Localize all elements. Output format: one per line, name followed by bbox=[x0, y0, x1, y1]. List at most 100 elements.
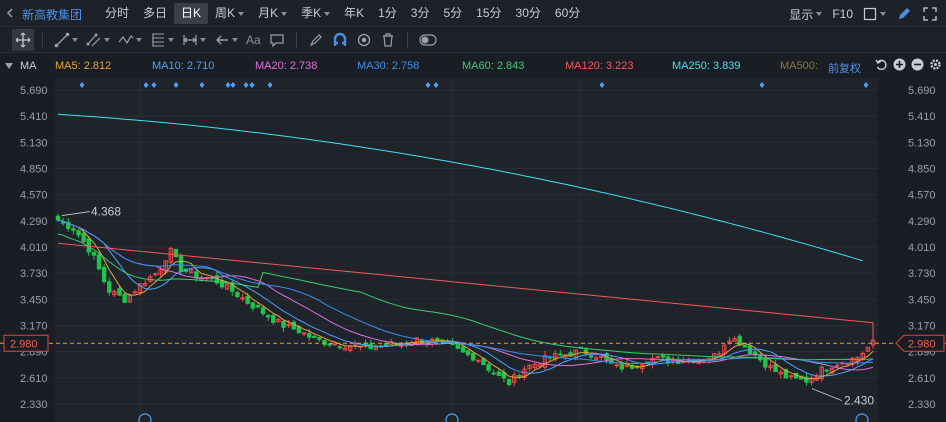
event-marker[interactable] bbox=[433, 82, 439, 88]
undo-icon[interactable] bbox=[875, 58, 888, 71]
display-label: 显示 bbox=[789, 7, 814, 22]
y-tick-label-right: 5.130 bbox=[908, 137, 936, 149]
candle-body bbox=[137, 283, 143, 294]
event-icon[interactable] bbox=[445, 413, 459, 422]
high-marker-line bbox=[61, 211, 91, 216]
period-tab[interactable]: 多日 bbox=[143, 6, 168, 20]
current-price-tag-right bbox=[895, 334, 945, 352]
line-icon bbox=[54, 32, 70, 47]
event-marker[interactable] bbox=[143, 82, 149, 88]
candle-body bbox=[240, 297, 245, 300]
y-tick-label-right: 2.610 bbox=[908, 373, 936, 385]
event-marker[interactable] bbox=[599, 82, 605, 88]
event-marker[interactable] bbox=[151, 82, 157, 88]
wave-tool[interactable] bbox=[115, 29, 145, 51]
caret-down-icon bbox=[816, 12, 823, 16]
collapse-icon[interactable] bbox=[5, 8, 15, 18]
period-tab[interactable]: 30分 bbox=[515, 6, 541, 20]
period-tab[interactable]: 日K bbox=[174, 3, 209, 24]
chart-style-menu[interactable] bbox=[863, 7, 886, 21]
candle-body bbox=[96, 254, 102, 270]
text-tool[interactable]: Aa bbox=[246, 32, 261, 47]
ma-legend-item[interactable]: MA60: 2.843 bbox=[462, 60, 525, 72]
ma-legend-item[interactable]: MA30: 2.758 bbox=[357, 60, 420, 72]
period-tab[interactable]: 周K bbox=[208, 3, 251, 24]
pen-icon[interactable] bbox=[896, 6, 912, 22]
period-tab[interactable]: 5分 bbox=[443, 6, 463, 20]
ma-legend-item[interactable]: MA20: 2.738 bbox=[255, 60, 318, 72]
period-tabs: 分时 多日 日K 周K 月K 季K 年K 1分 3分 5分 15分 30分 60分 bbox=[98, 3, 587, 24]
remove-icon[interactable] bbox=[911, 58, 924, 71]
expand-icon[interactable] bbox=[922, 6, 938, 22]
kline-chart[interactable]: 5.690 5.690 5.410 5.410 5.130 5.130 4.850 4.850… bbox=[0, 78, 946, 422]
eraser-tool[interactable] bbox=[305, 29, 327, 51]
event-marker[interactable] bbox=[225, 82, 231, 88]
candle-body bbox=[76, 230, 81, 236]
event-marker[interactable] bbox=[863, 82, 869, 88]
period-tab[interactable]: 月K bbox=[251, 3, 294, 24]
ma-legend-item[interactable]: MA250: 3.839 bbox=[672, 60, 741, 72]
ma-legend-item[interactable]: MA10: 2.710 bbox=[152, 60, 215, 72]
ma-legend-item[interactable]: MA500: bbox=[780, 60, 818, 72]
period-tab[interactable]: 季K bbox=[294, 3, 337, 24]
event-marker[interactable] bbox=[759, 82, 765, 88]
crosshair-move-tool[interactable] bbox=[12, 28, 34, 51]
event-marker[interactable] bbox=[249, 82, 255, 88]
delete-tool[interactable] bbox=[377, 29, 399, 51]
candle-body bbox=[301, 332, 307, 335]
event-icon[interactable] bbox=[138, 413, 152, 422]
collapse-triangle-icon[interactable] bbox=[5, 63, 13, 69]
ma-line-ma5 bbox=[57, 219, 874, 380]
magnet-tool[interactable] bbox=[329, 29, 351, 51]
arrow-tool[interactable] bbox=[211, 29, 241, 51]
ma-legend-item[interactable]: MA120: 3.223 bbox=[565, 60, 634, 72]
candle-body bbox=[496, 371, 502, 376]
candle-body bbox=[732, 338, 737, 342]
separator bbox=[42, 31, 43, 48]
event-marker[interactable] bbox=[243, 82, 249, 88]
candle-body bbox=[112, 290, 117, 296]
trash-icon bbox=[382, 32, 393, 47]
period-tab[interactable]: 分时 bbox=[105, 6, 130, 20]
note-tool[interactable] bbox=[266, 29, 288, 51]
y-tick-label-right: 4.850 bbox=[908, 164, 936, 176]
candle-body bbox=[717, 353, 722, 357]
period-tab[interactable]: 3分 bbox=[410, 6, 430, 20]
visibility-tool[interactable] bbox=[353, 29, 375, 51]
y-tick-label-left: 5.410 bbox=[20, 111, 48, 123]
ma-legend-item[interactable]: MA5: 2.812 bbox=[55, 60, 112, 72]
fibonacci-tool[interactable] bbox=[147, 29, 177, 51]
event-icon[interactable] bbox=[855, 413, 869, 422]
line-tool[interactable] bbox=[51, 29, 81, 51]
candle-body bbox=[235, 292, 240, 298]
candle-body bbox=[660, 354, 666, 358]
candle-body bbox=[522, 368, 527, 378]
f10-button[interactable]: F10 bbox=[832, 7, 853, 21]
stock-name[interactable]: 新高教集团 bbox=[22, 8, 83, 22]
period-tab[interactable]: 60分 bbox=[554, 6, 581, 20]
adjust-mode-label[interactable]: 前复权 bbox=[828, 63, 861, 75]
event-marker[interactable] bbox=[199, 82, 205, 88]
channel-tool[interactable] bbox=[83, 29, 113, 51]
event-marker[interactable] bbox=[79, 82, 85, 88]
period-tab[interactable]: 年K bbox=[344, 6, 365, 20]
event-marker[interactable] bbox=[230, 82, 236, 88]
event-marker[interactable] bbox=[267, 82, 273, 88]
toggle-drawings[interactable] bbox=[416, 29, 440, 51]
magnet-icon bbox=[333, 32, 346, 46]
caret-down-icon bbox=[324, 11, 331, 16]
y-tick-label-right: 3.450 bbox=[908, 294, 936, 306]
display-menu[interactable]: 显示 bbox=[789, 6, 823, 23]
event-marker[interactable] bbox=[425, 82, 431, 88]
period-tab[interactable]: 1分 bbox=[378, 6, 397, 20]
settings-icon[interactable] bbox=[929, 58, 942, 71]
caret-down-icon bbox=[238, 11, 245, 16]
drawing-toolbar: Aa bbox=[0, 27, 946, 53]
period-tab[interactable]: 15分 bbox=[476, 6, 502, 20]
add-icon[interactable] bbox=[893, 58, 906, 71]
range-tool[interactable] bbox=[179, 29, 209, 51]
ma-title[interactable]: MA bbox=[20, 60, 37, 72]
candle-body bbox=[178, 254, 184, 272]
event-marker[interactable] bbox=[173, 82, 179, 88]
candle-body bbox=[383, 343, 389, 347]
